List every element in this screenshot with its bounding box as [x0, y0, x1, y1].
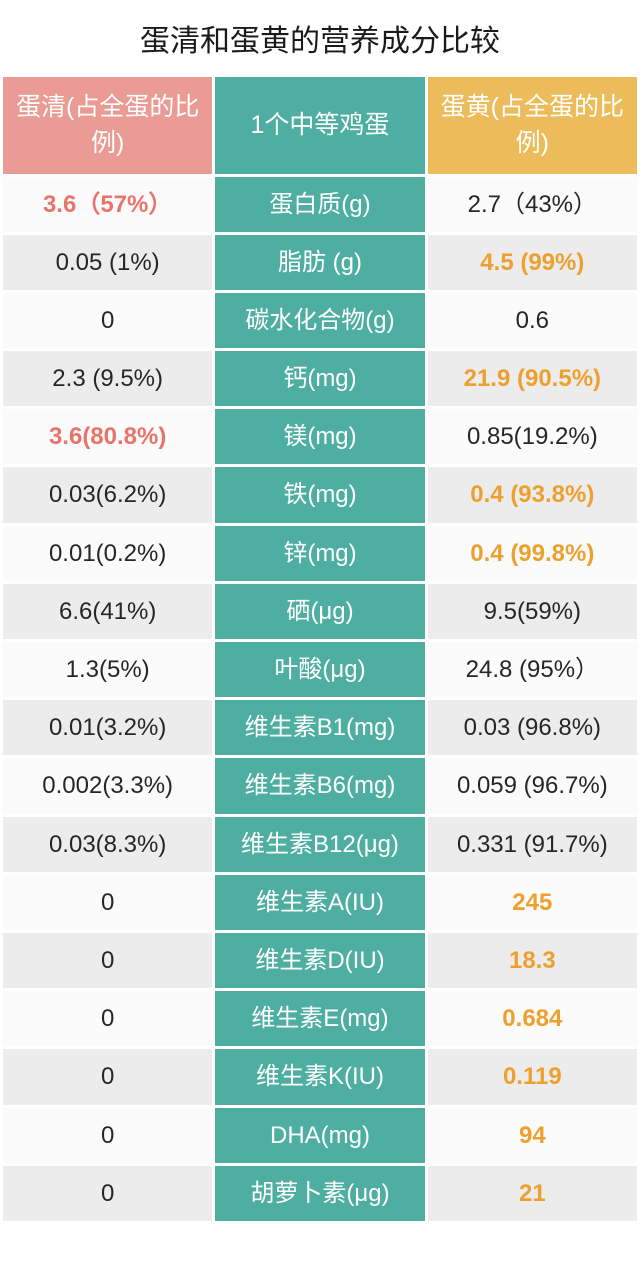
cell-egg-yolk: 21	[428, 1166, 637, 1221]
cell-egg-white: 0	[3, 1049, 212, 1104]
cell-egg-yolk: 0.85(19.2%)	[428, 409, 637, 464]
cell-egg-yolk: 0.331 (91.7%)	[428, 817, 637, 872]
cell-egg-white: 3.6（57%）	[3, 177, 212, 232]
cell-egg-yolk: 94	[428, 1108, 637, 1163]
cell-egg-yolk: 0.6	[428, 293, 637, 348]
cell-nutrient: DHA(mg)	[215, 1108, 424, 1163]
table-header-row: 蛋清(占全蛋的比例) 1个中等鸡蛋 蛋黄(占全蛋的比例)	[3, 77, 637, 174]
cell-nutrient: 维生素B1(mg)	[215, 700, 424, 755]
page-title: 蛋清和蛋黄的营养成分比较	[0, 0, 640, 74]
cell-nutrient: 维生素B12(μg)	[215, 817, 424, 872]
cell-egg-white: 0	[3, 933, 212, 988]
cell-egg-yolk: 4.5 (99%)	[428, 235, 637, 290]
cell-egg-white: 0.002(3.3%)	[3, 758, 212, 813]
cell-nutrient: 维生素A(IU)	[215, 875, 424, 930]
cell-nutrient: 钙(mg)	[215, 351, 424, 406]
table-row: 6.6(41%)硒(μg)9.5(59%)	[3, 584, 637, 639]
cell-egg-white: 1.3(5%)	[3, 642, 212, 697]
cell-egg-yolk: 24.8 (95%）	[428, 642, 637, 697]
table-row: 0维生素E(mg)0.684	[3, 991, 637, 1046]
header-egg-white: 蛋清(占全蛋的比例)	[3, 77, 212, 174]
cell-egg-yolk: 0.03 (96.8%)	[428, 700, 637, 755]
cell-nutrient: 维生素D(IU)	[215, 933, 424, 988]
table-row: 0碳水化合物(g)0.6	[3, 293, 637, 348]
cell-egg-yolk: 9.5(59%)	[428, 584, 637, 639]
table-row: 0.01(3.2%)维生素B1(mg)0.03 (96.8%)	[3, 700, 637, 755]
table-row: 0.002(3.3%)维生素B6(mg)0.059 (96.7%)	[3, 758, 637, 813]
cell-egg-white: 0.01(3.2%)	[3, 700, 212, 755]
cell-egg-white: 6.6(41%)	[3, 584, 212, 639]
cell-egg-white: 0	[3, 991, 212, 1046]
cell-egg-yolk: 0.684	[428, 991, 637, 1046]
cell-egg-white: 3.6(80.8%)	[3, 409, 212, 464]
cell-nutrient: 脂肪 (g)	[215, 235, 424, 290]
cell-egg-white: 0	[3, 293, 212, 348]
cell-egg-white: 0	[3, 1108, 212, 1163]
table-row: 0.01(0.2%)锌(mg)0.4 (99.8%)	[3, 526, 637, 581]
cell-nutrient: 碳水化合物(g)	[215, 293, 424, 348]
header-egg-yolk: 蛋黄(占全蛋的比例)	[428, 77, 637, 174]
cell-egg-yolk: 0.4 (93.8%)	[428, 467, 637, 522]
table-row: 0维生素A(IU)245	[3, 875, 637, 930]
table-row: 0.03(6.2%)铁(mg)0.4 (93.8%)	[3, 467, 637, 522]
cell-nutrient: 硒(μg)	[215, 584, 424, 639]
cell-nutrient: 胡萝卜素(μg)	[215, 1166, 424, 1221]
table-row: 2.3 (9.5%)钙(mg)21.9 (90.5%)	[3, 351, 637, 406]
cell-egg-white: 0	[3, 875, 212, 930]
cell-egg-white: 0.03(8.3%)	[3, 817, 212, 872]
cell-egg-yolk: 0.059 (96.7%)	[428, 758, 637, 813]
table-row: 0胡萝卜素(μg)21	[3, 1166, 637, 1221]
cell-nutrient: 铁(mg)	[215, 467, 424, 522]
cell-nutrient: 蛋白质(g)	[215, 177, 424, 232]
cell-nutrient: 维生素K(IU)	[215, 1049, 424, 1104]
table-row: 3.6（57%）蛋白质(g)2.7（43%）	[3, 177, 637, 232]
cell-egg-white: 2.3 (9.5%)	[3, 351, 212, 406]
table-row: 0.05 (1%)脂肪 (g)4.5 (99%)	[3, 235, 637, 290]
cell-egg-yolk: 2.7（43%）	[428, 177, 637, 232]
cell-nutrient: 叶酸(μg)	[215, 642, 424, 697]
cell-nutrient: 锌(mg)	[215, 526, 424, 581]
nutrition-table: 蛋清(占全蛋的比例) 1个中等鸡蛋 蛋黄(占全蛋的比例) 3.6（57%）蛋白质…	[0, 74, 640, 1224]
header-nutrient: 1个中等鸡蛋	[215, 77, 424, 174]
cell-egg-yolk: 18.3	[428, 933, 637, 988]
table-row: 0维生素D(IU)18.3	[3, 933, 637, 988]
cell-nutrient: 镁(mg)	[215, 409, 424, 464]
table-row: 0.03(8.3%)维生素B12(μg)0.331 (91.7%)	[3, 817, 637, 872]
cell-egg-white: 0.03(6.2%)	[3, 467, 212, 522]
cell-egg-white: 0.05 (1%)	[3, 235, 212, 290]
cell-egg-yolk: 21.9 (90.5%)	[428, 351, 637, 406]
table-row: 0维生素K(IU)0.119	[3, 1049, 637, 1104]
table-row: 1.3(5%)叶酸(μg)24.8 (95%）	[3, 642, 637, 697]
cell-egg-yolk: 0.119	[428, 1049, 637, 1104]
table-row: 3.6(80.8%)镁(mg)0.85(19.2%)	[3, 409, 637, 464]
table-row: 0DHA(mg)94	[3, 1108, 637, 1163]
cell-egg-white: 0	[3, 1166, 212, 1221]
cell-nutrient: 维生素E(mg)	[215, 991, 424, 1046]
cell-egg-yolk: 245	[428, 875, 637, 930]
cell-nutrient: 维生素B6(mg)	[215, 758, 424, 813]
cell-egg-yolk: 0.4 (99.8%)	[428, 526, 637, 581]
cell-egg-white: 0.01(0.2%)	[3, 526, 212, 581]
